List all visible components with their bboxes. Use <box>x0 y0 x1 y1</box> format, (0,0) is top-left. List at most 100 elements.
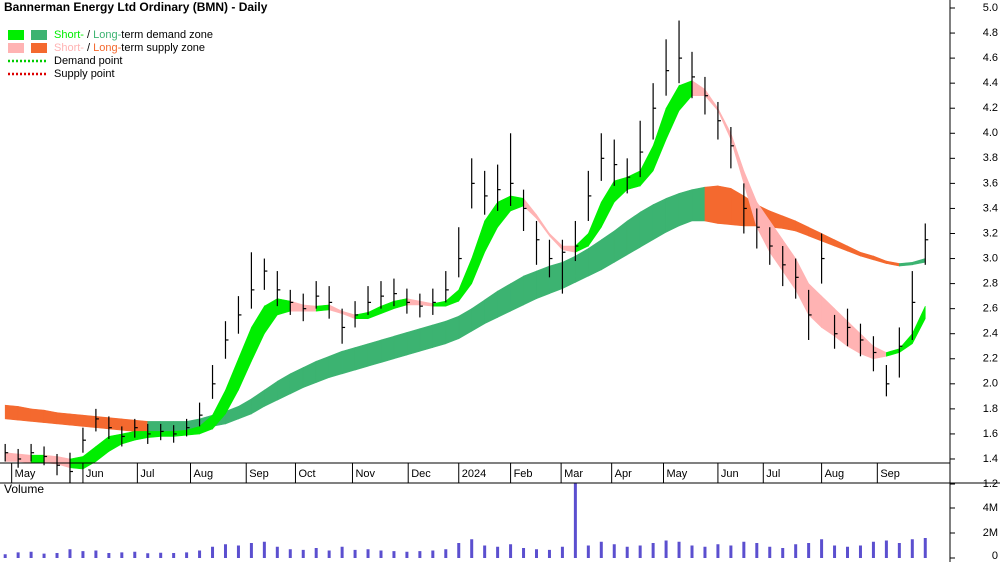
x-tick-label: Jul <box>766 468 780 480</box>
y-tick-label: 4.8 <box>983 27 998 39</box>
y-tick-label: 2.6 <box>983 303 998 315</box>
y-tick-label: 5.0 <box>983 2 998 14</box>
volume-bar <box>340 546 344 558</box>
volume-tick-label: 4M <box>983 502 998 514</box>
volume-bar <box>794 544 798 558</box>
volume-bar <box>534 549 538 558</box>
y-tick-label: 1.2 <box>983 478 998 490</box>
volume-bar <box>431 550 435 558</box>
x-tick-label: Oct <box>298 468 315 480</box>
long-zone-segment <box>30 408 45 423</box>
legend-label: Demand point <box>54 55 123 67</box>
x-tick-label: Aug <box>825 468 845 480</box>
y-tick-label: 1.4 <box>983 453 998 465</box>
legend-swatch <box>8 30 24 40</box>
volume-bar <box>547 549 551 558</box>
long-zone-segment <box>43 409 58 425</box>
x-tick-label: Mar <box>564 468 583 480</box>
volume-bar <box>133 551 137 558</box>
x-tick-label: Aug <box>193 468 213 480</box>
long-zone-segment <box>315 355 330 384</box>
legend-part: term supply zone <box>121 42 205 54</box>
volume-tick-label: 2M <box>983 527 998 539</box>
volume-bar <box>146 553 150 558</box>
long-zone-segment <box>678 189 693 227</box>
volume-bar <box>185 552 189 558</box>
long-zone-segment <box>432 320 447 348</box>
long-zone-segment <box>328 350 343 378</box>
long-zone-segment <box>393 332 408 360</box>
short-zone-segment <box>147 431 161 439</box>
volume-bar <box>392 551 396 558</box>
volume-bar <box>198 550 202 558</box>
volume-bar <box>716 544 720 558</box>
y-tick-label: 3.6 <box>983 177 998 189</box>
legend-part: Long- <box>93 29 121 41</box>
long-zone-segment <box>121 418 136 432</box>
volume-bar <box>42 553 46 558</box>
y-tick-label: 4.2 <box>983 102 998 114</box>
volume-bar <box>923 538 927 558</box>
x-tick-label: Jun <box>721 468 739 480</box>
legend-part: Short- <box>54 42 84 54</box>
long-zone-segment <box>4 404 19 421</box>
long-zone-segment <box>549 261 563 295</box>
y-tick-label: 1.8 <box>983 403 998 415</box>
volume-bar <box>833 545 837 558</box>
y-tick-label: 4.0 <box>983 127 998 139</box>
legend-label: Short- / Long-term supply zone <box>54 42 205 54</box>
long-zone-segment <box>56 412 71 426</box>
volume-bar <box>897 543 901 558</box>
volume-bar <box>120 552 124 558</box>
volume-bar <box>418 551 422 558</box>
y-tick-label: 1.6 <box>983 428 998 440</box>
x-tick-label: Feb <box>514 468 533 480</box>
volume-bar <box>275 546 279 558</box>
volume-bar <box>573 483 577 558</box>
x-tick-label: May <box>666 468 687 480</box>
long-zone-segment <box>665 192 680 233</box>
volume-bar <box>884 540 888 558</box>
short-zone-segment <box>30 454 45 464</box>
long-zone-segment <box>445 315 460 345</box>
volume-bar <box>223 544 227 558</box>
volume-bar <box>236 545 240 558</box>
x-tick-label: Jul <box>140 468 154 480</box>
short-zone-segment <box>315 304 330 312</box>
long-zone-segment <box>406 328 421 356</box>
volume-bar <box>470 539 474 558</box>
volume-bar <box>68 549 72 558</box>
volume-bar <box>625 546 629 558</box>
volume-panel <box>3 483 927 558</box>
volume-bar <box>379 550 383 558</box>
volume-bar <box>807 543 811 558</box>
short-zone-segment <box>160 431 174 437</box>
long-zone-segment <box>17 406 32 422</box>
volume-bar <box>638 545 642 558</box>
long-zone-segment <box>134 419 149 432</box>
volume-bar <box>81 551 85 558</box>
long-zone-segment <box>69 413 84 427</box>
x-tick-label: May <box>15 468 36 480</box>
long-zone-segment <box>341 347 356 375</box>
volume-bar <box>301 549 305 558</box>
volume-bar <box>509 544 513 558</box>
volume-bar <box>3 554 7 558</box>
short-zone-segment <box>4 452 19 462</box>
volume-bar <box>366 549 370 558</box>
y-tick-label: 3.0 <box>983 252 998 264</box>
long-zone-segment <box>173 421 187 432</box>
volume-bar <box>444 549 448 558</box>
volume-bar <box>858 545 862 558</box>
volume-bar <box>690 545 694 558</box>
volume-bar <box>586 545 590 558</box>
long-zone-segment <box>419 324 434 352</box>
volume-bar <box>496 546 500 558</box>
volume-bar <box>560 546 564 558</box>
price-bars <box>4 20 929 483</box>
volume-bar <box>457 543 461 558</box>
legend-part: Long- <box>93 42 121 54</box>
